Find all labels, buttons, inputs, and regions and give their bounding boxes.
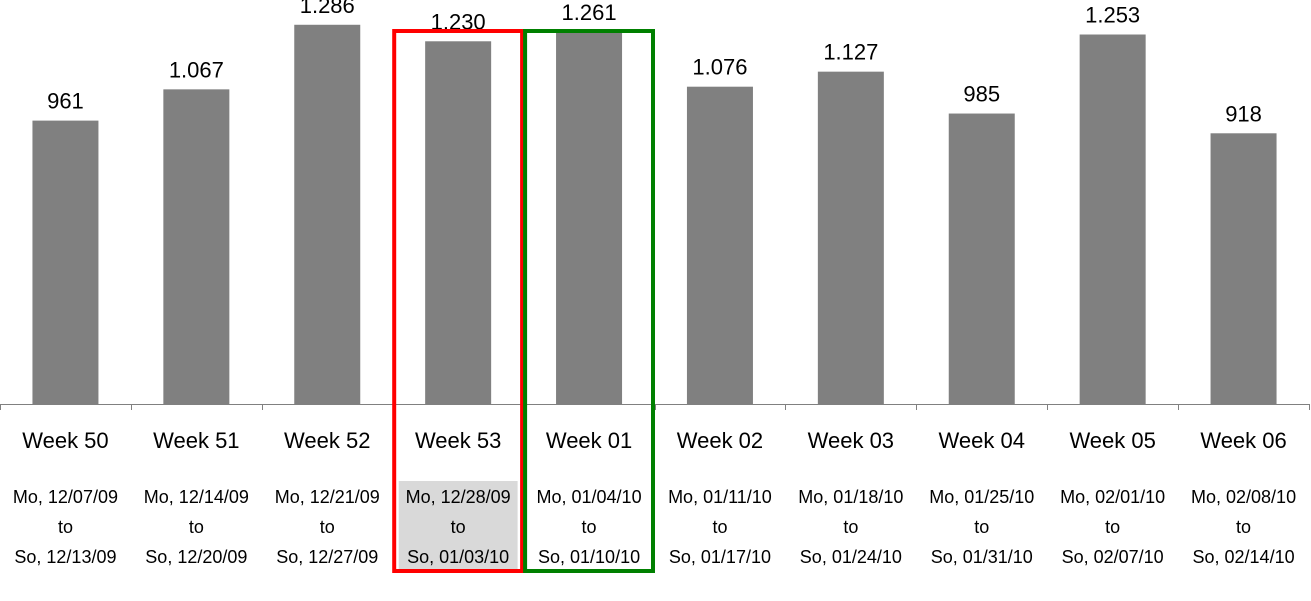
- date-end-9: So, 02/14/10: [1193, 547, 1295, 567]
- date-start-7: Mo, 01/25/10: [929, 487, 1034, 507]
- date-start-6: Mo, 01/18/10: [798, 487, 903, 507]
- highlight-frame-0: [392, 29, 525, 573]
- date-end-0: So, 12/13/09: [14, 547, 116, 567]
- date-end-6: So, 01/24/10: [800, 547, 902, 567]
- value-label-5: 1.076: [692, 55, 747, 80]
- value-label-4: 1.261: [562, 0, 617, 25]
- date-sep-6: to: [843, 517, 858, 537]
- date-shade-0: [398, 481, 518, 571]
- date-end-2: So, 12/27/09: [276, 547, 378, 567]
- value-label-2: 1.286: [300, 0, 355, 18]
- date-start-8: Mo, 02/01/10: [1060, 487, 1165, 507]
- date-start-2: Mo, 12/21/09: [275, 487, 380, 507]
- bar-5: [686, 86, 753, 404]
- value-label-1: 1.067: [169, 57, 224, 82]
- bar-3: [425, 41, 492, 405]
- date-start-0: Mo, 12/07/09: [13, 487, 118, 507]
- date-sep-4: to: [582, 517, 597, 537]
- highlight-frame-1: [523, 29, 655, 573]
- date-sep-2: to: [320, 517, 335, 537]
- bar-6: [817, 71, 884, 405]
- date-sep-5: to: [712, 517, 727, 537]
- date-sep-1: to: [189, 517, 204, 537]
- x-tick-label-6: Week 03: [808, 428, 894, 453]
- date-end-7: So, 01/31/10: [931, 547, 1033, 567]
- date-end-5: So, 01/17/10: [669, 547, 771, 567]
- date-start-1: Mo, 12/14/09: [144, 487, 249, 507]
- bar-9: [1210, 133, 1277, 404]
- x-tick-label-5: Week 02: [677, 428, 763, 453]
- value-label-7: 985: [963, 82, 1000, 107]
- x-tick-label-4: Week 01: [546, 428, 632, 453]
- x-tick-label-3: Week 53: [415, 428, 501, 453]
- date-end-1: So, 12/20/09: [145, 547, 247, 567]
- x-tick-label-1: Week 51: [153, 428, 239, 453]
- bar-8: [1079, 34, 1146, 404]
- bar-2: [294, 24, 361, 404]
- date-sep-0: to: [58, 517, 73, 537]
- date-sep-3: to: [451, 517, 466, 537]
- x-tick-label-8: Week 05: [1069, 428, 1155, 453]
- x-tick-label-2: Week 52: [284, 428, 370, 453]
- bar-4: [556, 32, 623, 404]
- date-start-5: Mo, 01/11/10: [668, 487, 772, 507]
- x-tick-label-7: Week 04: [939, 428, 1025, 453]
- date-start-9: Mo, 02/08/10: [1191, 487, 1296, 507]
- date-end-4: So, 01/10/10: [538, 547, 640, 567]
- value-label-9: 918: [1225, 101, 1262, 126]
- bar-0: [32, 120, 99, 404]
- x-tick-label-9: Week 06: [1200, 428, 1286, 453]
- x-tick-label-0: Week 50: [22, 428, 108, 453]
- date-start-4: Mo, 01/04/10: [537, 487, 642, 507]
- date-sep-7: to: [974, 517, 989, 537]
- date-sep-9: to: [1236, 517, 1251, 537]
- value-label-6: 1.127: [823, 40, 878, 65]
- date-start-3: Mo, 12/28/09: [406, 487, 511, 507]
- bar-7: [948, 113, 1015, 405]
- value-label-8: 1.253: [1085, 3, 1140, 28]
- date-end-8: So, 02/07/10: [1062, 547, 1164, 567]
- date-sep-8: to: [1105, 517, 1120, 537]
- value-label-0: 961: [47, 89, 84, 114]
- bar-1: [163, 89, 230, 405]
- date-end-3: So, 01/03/10: [407, 547, 509, 567]
